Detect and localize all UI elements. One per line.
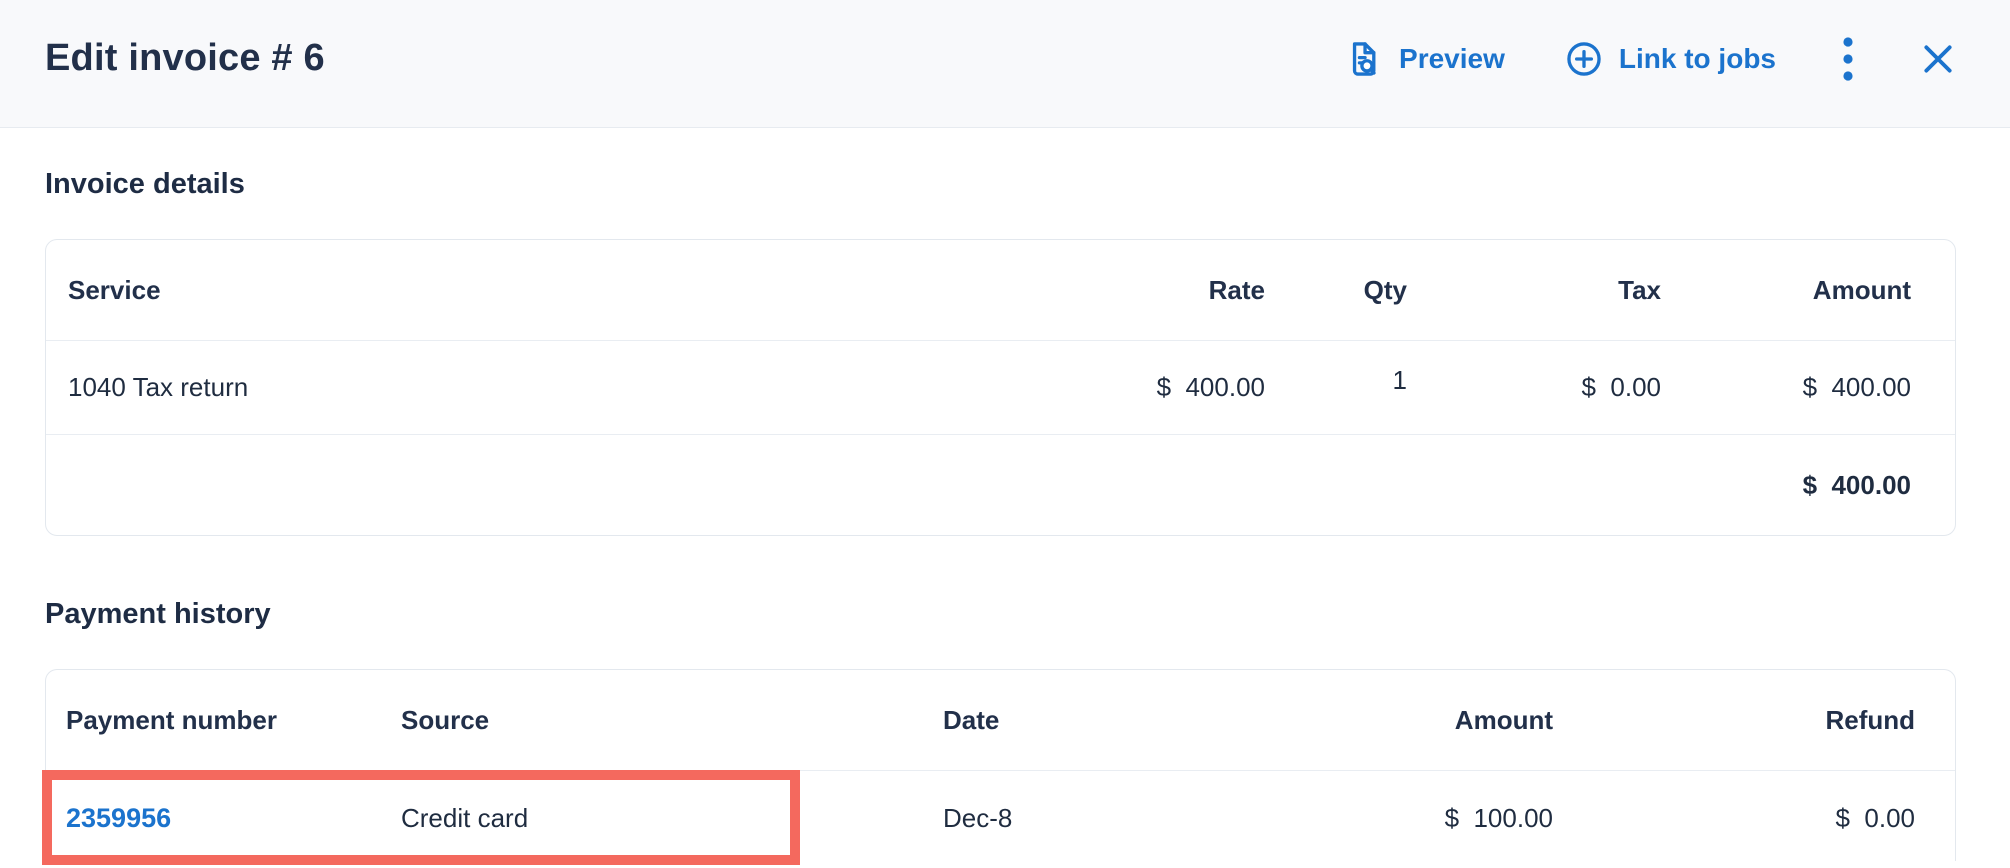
- kebab-menu-icon: [1842, 35, 1854, 83]
- column-header-service: Service: [68, 274, 161, 305]
- preview-button-label: Preview: [1399, 42, 1505, 74]
- invoice-line-item-row: 1040 Tax return $ 400.00 1 $ 0.00 $ 400.…: [46, 341, 1955, 435]
- payment-refund: $ 0.00: [1835, 802, 1915, 833]
- plus-circle-icon: [1563, 38, 1605, 80]
- amount-value: $ 400.00: [1802, 372, 1911, 402]
- tax-value: $ 0.00: [1581, 372, 1661, 402]
- column-header-pay-amount: Amount: [1454, 704, 1553, 735]
- column-header-date: Date: [943, 704, 1000, 735]
- close-button[interactable]: [1918, 39, 1958, 79]
- payment-source: Credit card: [401, 802, 529, 833]
- close-x-icon: [1918, 39, 1958, 79]
- dialog-body: Invoice details Service Rate Qty Tax Amo…: [0, 168, 2010, 861]
- column-header-rate: Rate: [1208, 274, 1265, 305]
- qty-value[interactable]: 1: [1392, 365, 1407, 395]
- preview-button[interactable]: Preview: [1343, 38, 1505, 80]
- page-title: Edit invoice # 6: [45, 37, 325, 79]
- payment-number-link[interactable]: 2359956: [66, 802, 172, 833]
- payment-history-table: Payment number Source Date Amount Refund…: [45, 669, 1956, 861]
- invoice-total-amount: $ 400.00: [1802, 469, 1911, 500]
- invoice-details-table: Service Rate Qty Tax Amount 1040 Tax ret…: [45, 239, 1956, 536]
- link-to-jobs-button[interactable]: Link to jobs: [1563, 38, 1776, 80]
- invoice-table-header-row: Service Rate Qty Tax Amount: [46, 240, 1955, 341]
- header-actions: Preview Link to jobs: [1343, 35, 1958, 83]
- dialog-header: Edit invoice # 6 Preview: [0, 0, 2010, 128]
- column-header-refund: Refund: [1825, 704, 1915, 735]
- column-header-qty: Qty: [1363, 274, 1407, 305]
- payment-date: Dec-8: [943, 802, 1013, 833]
- service-name: 1040 Tax return: [68, 372, 249, 402]
- invoice-total-row: $ 400.00: [46, 435, 1955, 535]
- invoice-details-heading: Invoice details: [45, 168, 245, 200]
- link-to-jobs-button-label: Link to jobs: [1618, 42, 1776, 74]
- payment-row: 2359956 Credit card Dec-8 $ 100.00 $ 0.0…: [46, 771, 1955, 861]
- payment-table-header-row: Payment number Source Date Amount Refund: [46, 670, 1955, 771]
- column-header-amount: Amount: [1812, 274, 1911, 305]
- column-header-tax: Tax: [1618, 274, 1661, 305]
- payment-history-heading: Payment history: [45, 598, 271, 630]
- column-header-payment-number: Payment number: [66, 704, 277, 735]
- column-header-source: Source: [401, 704, 490, 735]
- payment-amount: $ 100.00: [1444, 802, 1553, 833]
- more-options-button[interactable]: [1842, 35, 1854, 83]
- document-magnifier-icon: [1343, 38, 1385, 80]
- rate-value: $ 400.00: [1156, 372, 1265, 402]
